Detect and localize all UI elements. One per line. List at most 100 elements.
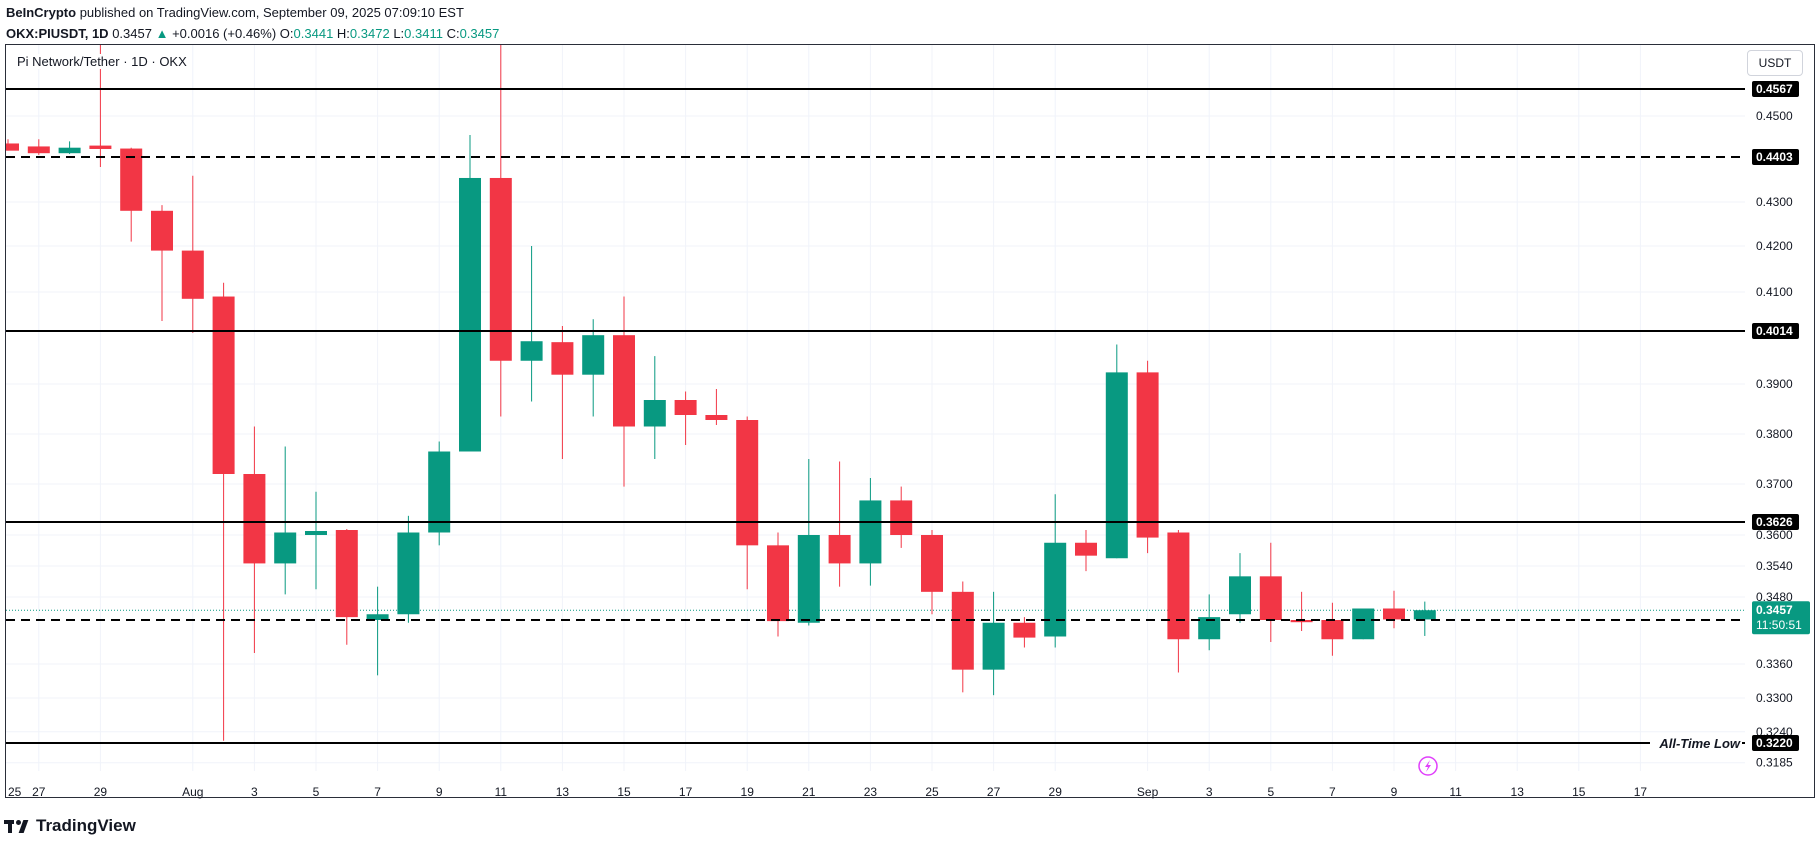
candle-down[interactable] xyxy=(736,420,759,546)
candle-up[interactable] xyxy=(1044,542,1067,637)
x-tick-label: 23 xyxy=(864,785,878,799)
x-tick-label: 25 xyxy=(925,785,939,799)
y-tick-label: 0.3360 xyxy=(1756,657,1793,671)
ohlc-line: OKX:PIUSDT, 1D 0.3457 ▲ +0.0016 (+0.46%)… xyxy=(6,25,499,43)
candle-down[interactable] xyxy=(1290,620,1313,623)
lightning-icon[interactable] xyxy=(1418,756,1438,776)
countdown-label: 11:50:51 xyxy=(1756,618,1802,632)
x-tick-label: 3 xyxy=(1206,785,1213,799)
level-price-tag xyxy=(1752,735,1799,751)
chart-header: BeInCrypto published on TradingView.com,… xyxy=(6,4,499,43)
last-price-tag xyxy=(1752,601,1810,635)
candle-down[interactable] xyxy=(1136,372,1159,538)
candle-down[interactable] xyxy=(1013,622,1036,638)
candle-down[interactable] xyxy=(1383,608,1405,620)
candle-up[interactable] xyxy=(982,622,1005,670)
candle-down[interactable] xyxy=(151,210,173,251)
open-value: 0.3441 xyxy=(293,26,334,41)
y-tick-label: 0.3800 xyxy=(1756,427,1793,441)
x-tick-label: Sep xyxy=(1137,785,1159,799)
lightning-bolt-glyph xyxy=(1425,760,1431,772)
candle-down[interactable] xyxy=(181,250,204,299)
high-label: H: xyxy=(336,26,350,41)
candle-down[interactable] xyxy=(551,342,574,375)
candle-up[interactable] xyxy=(397,532,420,615)
candle-down[interactable] xyxy=(1167,532,1190,640)
candle-up[interactable] xyxy=(582,335,605,375)
candle-down[interactable] xyxy=(489,177,512,361)
chart-frame[interactable] xyxy=(5,44,1815,798)
candle-up[interactable] xyxy=(428,451,451,533)
candle-up[interactable] xyxy=(797,535,820,623)
high-value: 0.3472 xyxy=(349,26,390,41)
candle-down[interactable] xyxy=(120,148,143,211)
x-tick-label: 3 xyxy=(251,785,258,799)
x-tick-label: 11 xyxy=(495,785,508,799)
candle-down[interactable] xyxy=(951,591,974,670)
tradingview-logo[interactable]: TradingView xyxy=(4,816,136,836)
candle-up[interactable] xyxy=(643,400,666,427)
candle-up[interactable] xyxy=(1105,372,1128,559)
x-tick-label: 27 xyxy=(32,785,46,799)
x-tick-label: 17 xyxy=(1634,785,1648,799)
x-tick-label: 13 xyxy=(1511,785,1525,799)
candle-up[interactable] xyxy=(1413,610,1436,620)
candle-up[interactable] xyxy=(520,341,543,361)
level-price-label: 0.4403 xyxy=(1756,150,1793,164)
x-tick-label: 9 xyxy=(1391,785,1398,799)
publish-line: BeInCrypto published on TradingView.com,… xyxy=(6,4,499,22)
level-price-label: 0.3626 xyxy=(1756,515,1793,529)
level-price-label: 0.4567 xyxy=(1756,82,1793,96)
candle-up[interactable] xyxy=(1352,608,1375,640)
candle-up[interactable] xyxy=(1198,617,1221,640)
candle-up[interactable] xyxy=(859,500,882,564)
candle-down[interactable] xyxy=(1321,620,1344,640)
candle-down[interactable] xyxy=(921,535,943,592)
level-price-tag xyxy=(1752,514,1799,530)
close-label: C: xyxy=(446,26,460,41)
candle-down[interactable] xyxy=(1259,576,1282,620)
y-tick-label: 0.4200 xyxy=(1756,239,1793,253)
close-value: 0.3457 xyxy=(459,26,500,41)
candle-down[interactable] xyxy=(705,415,728,420)
candle-down[interactable] xyxy=(1075,542,1097,556)
candle-up[interactable] xyxy=(58,147,81,154)
candle-up[interactable] xyxy=(305,531,327,535)
candle-down[interactable] xyxy=(613,335,635,427)
currency-button[interactable]: USDT xyxy=(1747,50,1803,76)
up-arrow-icon: ▲ xyxy=(155,26,169,41)
level-price-tag xyxy=(1752,323,1799,339)
candle-down[interactable] xyxy=(828,535,851,564)
candle-up[interactable] xyxy=(459,177,481,452)
x-tick-label: 17 xyxy=(679,785,693,799)
candle-down[interactable] xyxy=(212,296,235,474)
candle-down[interactable] xyxy=(27,146,50,154)
level-price-tag xyxy=(1752,81,1799,97)
candle-down[interactable] xyxy=(890,500,913,535)
candle-down[interactable] xyxy=(0,143,19,151)
publisher-name[interactable]: BeInCrypto xyxy=(6,5,77,20)
candle-up[interactable] xyxy=(274,532,297,564)
candle-down[interactable] xyxy=(767,545,789,622)
candle-up[interactable] xyxy=(1229,576,1251,615)
x-tick-label: 27 xyxy=(987,785,1001,799)
candle-up[interactable] xyxy=(366,614,389,620)
last-price-label: 0.3457 xyxy=(1756,603,1793,617)
y-tick-label: 0.3185 xyxy=(1756,756,1793,770)
all-time-low-annotation: All-Time Low xyxy=(1658,736,1741,751)
level-price-label: 0.3220 xyxy=(1756,736,1793,750)
level-price-tag xyxy=(1752,149,1799,165)
candle-down[interactable] xyxy=(335,530,358,618)
x-tick-label: 7 xyxy=(374,785,381,799)
x-tick-label: 15 xyxy=(617,785,631,799)
y-tick-label: 0.3600 xyxy=(1756,528,1793,542)
candle-down[interactable] xyxy=(674,400,697,415)
published-text: published on TradingView.com, September … xyxy=(79,5,464,20)
y-tick-label: 0.3900 xyxy=(1756,377,1793,391)
candle-down[interactable] xyxy=(89,145,112,149)
candle-down[interactable] xyxy=(243,474,266,564)
open-label: O: xyxy=(279,26,294,41)
annotation-background xyxy=(1650,733,1742,753)
symbol-name: OKX:PIUSDT, 1D xyxy=(6,26,109,41)
